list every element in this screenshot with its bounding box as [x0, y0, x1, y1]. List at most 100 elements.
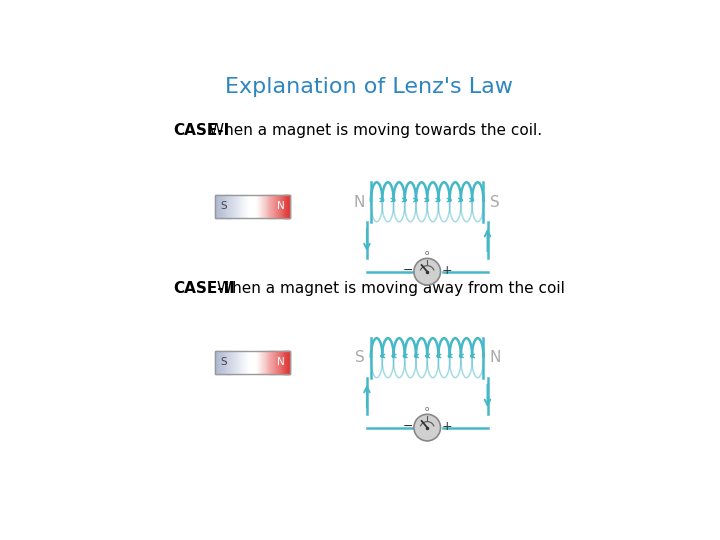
- Bar: [272, 195, 274, 218]
- Bar: [249, 195, 250, 218]
- Bar: [279, 195, 280, 218]
- Bar: [218, 350, 220, 374]
- Text: +: +: [441, 420, 452, 433]
- Bar: [263, 350, 264, 374]
- Bar: [262, 350, 264, 374]
- Bar: [275, 350, 276, 374]
- Bar: [231, 195, 233, 218]
- Bar: [220, 195, 221, 218]
- Bar: [282, 350, 284, 374]
- Bar: [269, 195, 271, 218]
- Bar: [282, 195, 283, 218]
- Bar: [245, 350, 246, 374]
- Bar: [230, 350, 231, 374]
- Bar: [246, 350, 248, 374]
- Bar: [247, 350, 248, 374]
- Bar: [238, 195, 240, 218]
- Bar: [249, 350, 250, 374]
- Bar: [222, 350, 224, 374]
- Bar: [243, 195, 245, 218]
- Bar: [224, 195, 225, 218]
- Bar: [279, 195, 281, 218]
- Bar: [215, 350, 290, 374]
- Text: +: +: [441, 264, 452, 277]
- Bar: [228, 350, 229, 374]
- Bar: [271, 350, 273, 374]
- Bar: [279, 350, 281, 374]
- Bar: [248, 195, 249, 218]
- Bar: [221, 350, 222, 374]
- Circle shape: [414, 258, 441, 285]
- Bar: [284, 350, 285, 374]
- Bar: [219, 350, 220, 374]
- Bar: [287, 350, 289, 374]
- Bar: [216, 350, 217, 374]
- Bar: [269, 350, 271, 374]
- Bar: [233, 350, 234, 374]
- Bar: [253, 195, 254, 218]
- Bar: [229, 350, 230, 374]
- Bar: [224, 350, 225, 374]
- Bar: [266, 195, 268, 218]
- Bar: [263, 195, 264, 218]
- Bar: [220, 350, 221, 374]
- Bar: [225, 350, 226, 374]
- Bar: [287, 195, 289, 218]
- Text: −: −: [402, 264, 413, 277]
- Bar: [241, 350, 243, 374]
- Bar: [275, 195, 276, 218]
- Bar: [276, 350, 277, 374]
- Bar: [261, 350, 262, 374]
- Bar: [234, 350, 235, 374]
- Text: N: N: [354, 194, 365, 210]
- Text: o: o: [425, 250, 429, 256]
- Text: N: N: [277, 357, 285, 367]
- Bar: [259, 195, 261, 218]
- Bar: [259, 350, 261, 374]
- Bar: [238, 350, 239, 374]
- Bar: [251, 195, 252, 218]
- Bar: [232, 350, 233, 374]
- Bar: [284, 350, 286, 374]
- Bar: [274, 195, 276, 218]
- Bar: [260, 195, 261, 218]
- Text: N: N: [277, 201, 285, 211]
- Bar: [217, 195, 218, 218]
- Bar: [282, 195, 284, 218]
- Bar: [228, 350, 230, 374]
- Bar: [216, 195, 217, 218]
- Bar: [225, 195, 227, 218]
- Bar: [233, 195, 234, 218]
- Bar: [240, 195, 242, 218]
- Bar: [225, 350, 227, 374]
- Bar: [289, 195, 290, 218]
- Bar: [251, 350, 252, 374]
- Bar: [284, 195, 286, 218]
- Bar: [222, 195, 223, 218]
- Bar: [256, 195, 257, 218]
- Bar: [264, 195, 265, 218]
- Text: −: −: [402, 420, 413, 433]
- Bar: [266, 350, 267, 374]
- Bar: [265, 195, 266, 218]
- Bar: [277, 195, 278, 218]
- Bar: [265, 350, 266, 374]
- Bar: [247, 195, 248, 218]
- Bar: [289, 350, 290, 374]
- Bar: [261, 195, 262, 218]
- Bar: [234, 195, 235, 218]
- Bar: [288, 350, 289, 374]
- Text: S: S: [354, 350, 364, 366]
- Text: S: S: [490, 194, 500, 210]
- Bar: [278, 195, 279, 218]
- Bar: [221, 195, 222, 218]
- Text: o: o: [425, 406, 429, 412]
- Text: S: S: [220, 201, 227, 211]
- Bar: [269, 350, 270, 374]
- Bar: [244, 195, 246, 218]
- Circle shape: [414, 414, 441, 441]
- Bar: [252, 350, 253, 374]
- Bar: [218, 195, 220, 218]
- Bar: [260, 350, 261, 374]
- Bar: [276, 195, 277, 218]
